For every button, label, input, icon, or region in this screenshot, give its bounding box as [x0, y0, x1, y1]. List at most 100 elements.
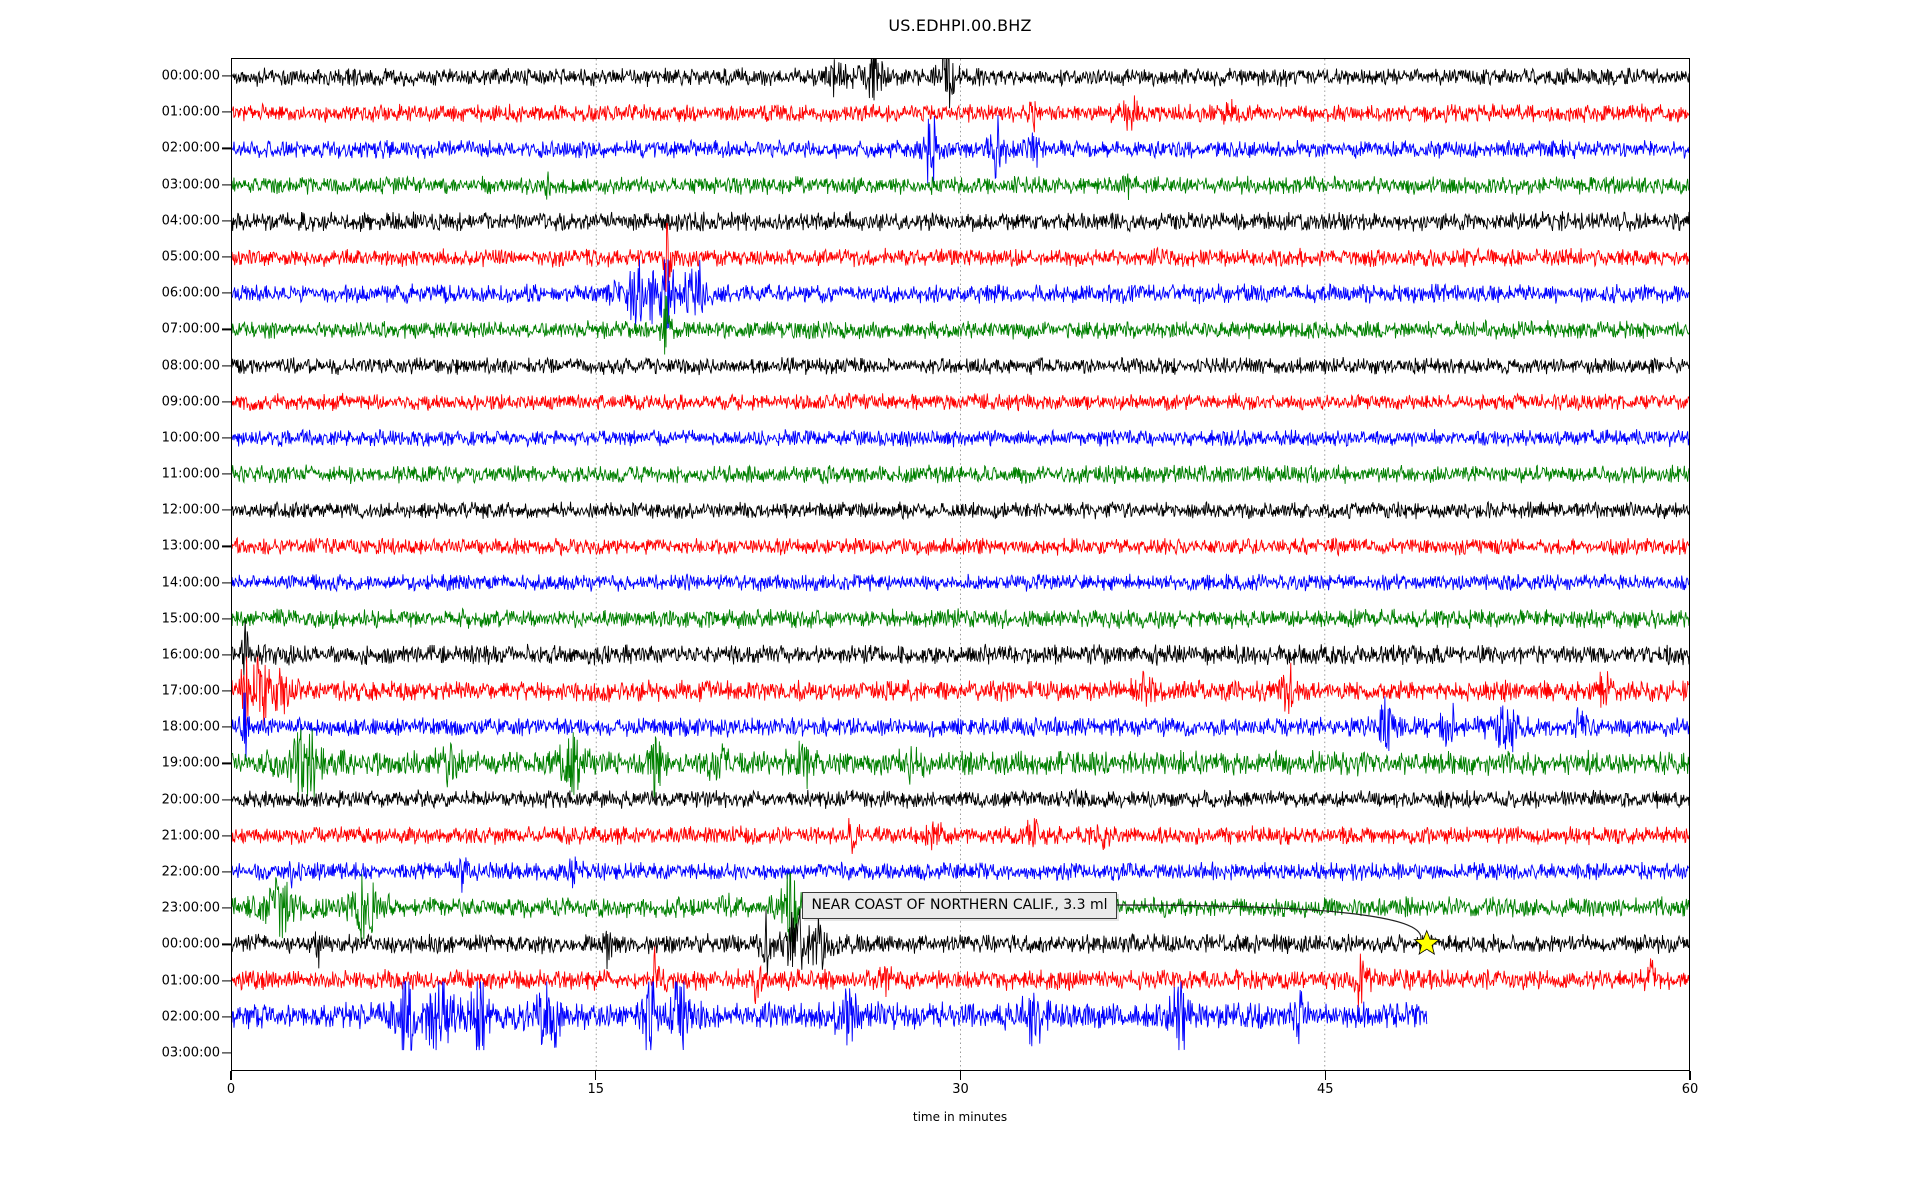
seismic-trace	[232, 259, 1689, 329]
y-axis-tick-label: 20:00:00	[161, 792, 220, 808]
seismic-trace	[232, 946, 1689, 1008]
y-axis-tick-mark	[222, 292, 231, 294]
y-axis-tick-label: 06:00:00	[161, 285, 220, 301]
seismic-trace	[232, 59, 1689, 109]
y-axis-tick-mark	[222, 328, 231, 330]
annotation-arrow	[1116, 904, 1422, 940]
seismic-trace	[232, 295, 1689, 355]
y-axis-tick-mark	[222, 364, 231, 367]
seismic-trace	[232, 728, 1689, 798]
y-axis-tick-label: 18:00:00	[161, 719, 220, 735]
y-axis-tick-mark	[222, 509, 231, 511]
y-axis-tick-mark	[222, 1016, 231, 1018]
y-axis-tick-label: 11:00:00	[161, 466, 220, 482]
x-axis-tick-mark	[595, 1071, 597, 1080]
page-title: US.EDHPI.00.BHZ	[888, 16, 1032, 35]
x-axis-tick-label: 15	[587, 1082, 605, 1097]
y-axis-tick-label: 09:00:00	[161, 394, 220, 410]
event-annotation-label[interactable]: NEAR COAST OF NORTHERN CALIF., 3.3 ml	[802, 892, 1117, 920]
seismic-trace	[232, 856, 1689, 893]
x-axis-tick-mark	[230, 1071, 232, 1080]
y-axis-tick-mark	[222, 111, 231, 113]
y-axis-tick-label: 17:00:00	[161, 683, 220, 699]
y-axis-tick-mark	[222, 473, 231, 475]
y-axis-tick-mark	[222, 184, 231, 186]
seismic-trace	[232, 500, 1689, 521]
y-axis-tick-label: 14:00:00	[161, 575, 220, 591]
y-axis-tick-mark	[222, 256, 231, 258]
x-axis-tick-mark	[959, 1071, 962, 1080]
y-axis-tick-mark	[222, 726, 231, 728]
y-axis-tick-label: 00:00:00	[161, 936, 220, 952]
seismic-trace	[232, 656, 1689, 726]
y-axis-tick-mark	[222, 835, 231, 837]
y-axis-tick-mark	[222, 147, 231, 150]
seismic-trace	[232, 428, 1689, 448]
y-axis-tick-label: 21:00:00	[161, 828, 220, 844]
x-axis-tick-label: 0	[226, 1082, 236, 1097]
y-axis-tick-mark	[222, 581, 231, 584]
seismic-trace	[232, 536, 1689, 557]
seismic-trace	[232, 211, 1689, 233]
seismic-trace	[232, 981, 1428, 1051]
y-axis-tick-label: 05:00:00	[161, 249, 220, 265]
seismic-trace	[232, 909, 1689, 976]
y-axis-tick-label: 10:00:00	[161, 430, 220, 446]
y-axis-tick-label: 13:00:00	[161, 538, 220, 554]
y-axis-tick-label: 01:00:00	[161, 104, 220, 120]
seismic-trace	[232, 817, 1689, 854]
seismic-trace	[232, 392, 1689, 412]
y-axis-tick-mark	[222, 799, 231, 801]
x-axis-tick-mark	[1324, 1071, 1326, 1080]
seismic-trace	[232, 607, 1689, 630]
x-axis-tick-label: 60	[1681, 1082, 1699, 1097]
seismic-trace	[232, 95, 1689, 133]
seismic-trace	[232, 620, 1689, 677]
y-axis-tick-mark	[222, 690, 231, 692]
y-axis-tick-mark	[222, 618, 231, 620]
y-axis-tick-mark	[222, 75, 231, 77]
y-axis-tick-mark	[222, 943, 231, 945]
seismic-trace	[232, 692, 1689, 762]
x-axis-tick-label: 30	[952, 1082, 969, 1097]
annotation-overlay	[1116, 904, 1441, 956]
y-axis-tick-label: 00:00:00	[161, 68, 220, 84]
y-axis-tick-label: 08:00:00	[161, 358, 220, 374]
y-axis-tick-label: 03:00:00	[161, 177, 220, 193]
earthquake-star-marker[interactable]	[1413, 929, 1441, 956]
y-axis-tick-mark	[222, 979, 231, 982]
seismic-trace	[232, 171, 1689, 200]
y-axis-tick-label: 19:00:00	[161, 755, 220, 771]
y-axis-tick-label: 16:00:00	[161, 647, 220, 663]
y-axis-tick-mark	[222, 907, 231, 909]
y-axis-tick-label: 22:00:00	[161, 864, 220, 880]
y-axis-tick-mark	[222, 220, 231, 222]
y-axis-tick-mark	[222, 545, 231, 547]
y-axis-tick-label: 03:00:00	[161, 1045, 220, 1061]
y-axis-tick-mark	[222, 762, 231, 765]
y-axis-tick-label: 12:00:00	[161, 502, 220, 518]
y-axis-tick-label: 04:00:00	[161, 213, 220, 229]
seismic-trace	[232, 573, 1689, 593]
seismic-trace	[232, 114, 1689, 184]
x-axis-tick-label: 45	[1316, 1082, 1334, 1097]
y-axis-ticks	[0, 58, 231, 1071]
x-axis-tick-mark	[1689, 1071, 1691, 1080]
y-axis-tick-label: 15:00:00	[161, 611, 220, 627]
y-axis-tick-mark	[222, 437, 231, 439]
seismic-trace	[232, 356, 1689, 376]
y-axis-tick-mark	[222, 401, 231, 403]
y-axis-tick-label: 02:00:00	[161, 1009, 220, 1025]
y-axis-labels: 00:00:00 01:00:00 02:00:00 03:00:00 04:00:00…	[0, 58, 220, 1071]
y-axis-tick-label: 07:00:00	[161, 321, 220, 337]
x-axis-title: time in minutes	[912, 1110, 1008, 1124]
y-axis-tick-mark	[222, 1052, 231, 1054]
y-axis-tick-label: 01:00:00	[161, 973, 220, 989]
seismic-trace	[232, 788, 1689, 810]
seismic-trace	[232, 222, 1689, 292]
y-axis-tick-label: 02:00:00	[161, 140, 220, 156]
y-axis-tick-label: 23:00:00	[161, 900, 220, 916]
y-axis-tick-mark	[222, 654, 231, 656]
seismic-trace	[232, 464, 1689, 485]
